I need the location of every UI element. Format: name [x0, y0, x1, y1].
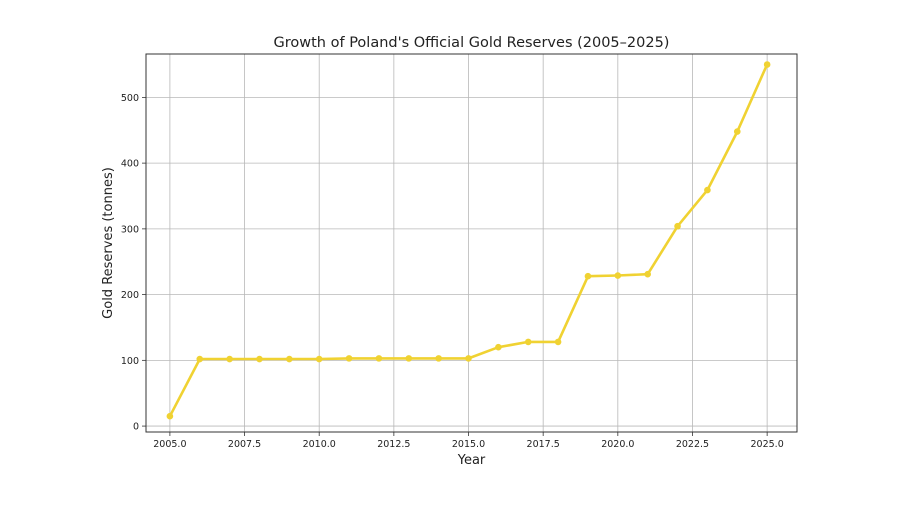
chart-title: Growth of Poland's Official Gold Reserve… — [274, 35, 670, 51]
data-point — [375, 355, 383, 362]
data-point — [554, 338, 562, 346]
x-tick-label: 2005.0 — [153, 439, 186, 450]
x-tick-label: 2020.0 — [601, 439, 634, 450]
data-point — [704, 186, 711, 194]
data-point — [674, 222, 681, 230]
data-point — [465, 355, 472, 362]
series-layer — [166, 61, 771, 420]
data-point — [584, 272, 592, 280]
y-tick-label: 0 — [133, 422, 139, 433]
plot-area-frame — [145, 53, 798, 433]
x-tick-label: 2015.0 — [452, 439, 485, 450]
data-point — [763, 61, 771, 68]
data-point — [256, 355, 263, 363]
data-point — [166, 412, 174, 420]
y-axis-title: Gold Reserves (tonnes) — [101, 167, 116, 319]
y-tick-label: 100 — [121, 356, 139, 367]
data-point — [196, 355, 204, 363]
axis-ticks: 2005.0 2007.5 2010.0 2012.5 2015.0 2017.5 2020… — [121, 93, 784, 450]
data-point — [644, 270, 651, 278]
data-point — [435, 355, 442, 362]
y-tick-label: 200 — [121, 290, 139, 301]
x-tick-label: 2017.5 — [527, 439, 560, 450]
y-tick-label: 400 — [121, 159, 139, 170]
data-point — [495, 343, 502, 351]
data-point — [315, 355, 323, 363]
data-point — [286, 355, 293, 363]
y-tick-label: 500 — [121, 93, 139, 104]
data-point — [345, 355, 353, 362]
x-tick-label: 2012.5 — [377, 439, 410, 450]
x-tick-label: 2025.0 — [751, 439, 784, 450]
data-point — [524, 338, 532, 346]
x-tick-label: 2010.0 — [303, 439, 336, 450]
data-point — [614, 272, 622, 279]
y-tick-label: 300 — [121, 224, 139, 235]
data-point — [226, 355, 233, 363]
grid — [146, 54, 797, 432]
data-point — [405, 355, 413, 362]
x-tick-label: 2007.5 — [228, 439, 261, 450]
data-point — [733, 128, 741, 135]
x-tick-label: 2022.5 — [676, 439, 709, 450]
x-axis-title: Year — [457, 453, 486, 468]
